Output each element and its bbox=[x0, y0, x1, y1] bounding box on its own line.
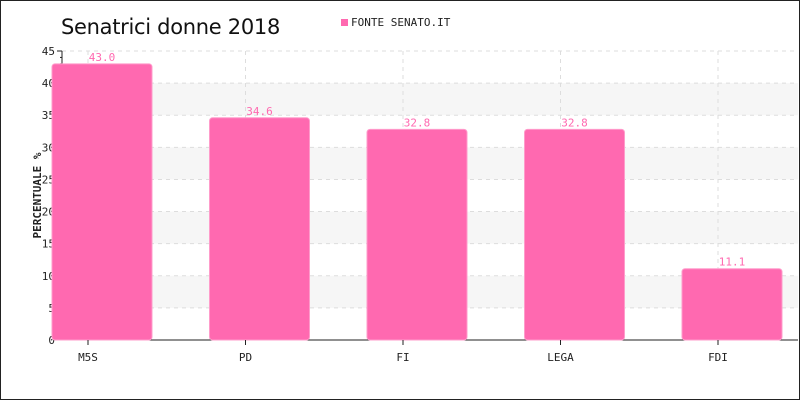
y-tick-label: 45 bbox=[42, 45, 55, 58]
bar bbox=[524, 128, 625, 341]
legend-label: FONTE SENATO.IT bbox=[351, 16, 451, 29]
bar bbox=[366, 128, 468, 341]
bar bbox=[209, 117, 310, 341]
x-tick-label: M5S bbox=[78, 351, 98, 364]
y-tick-label: 0 bbox=[48, 334, 55, 347]
grid-band bbox=[62, 83, 798, 116]
chart-title: Senatrici donne 2018 bbox=[61, 15, 281, 39]
y-axis-label: PERCENTUALE % bbox=[31, 152, 44, 238]
x-tick-label: PD bbox=[239, 351, 252, 364]
legend: FONTE SENATO.IT bbox=[341, 16, 450, 29]
bar-value-label: 32.8 bbox=[404, 116, 431, 129]
bar bbox=[51, 63, 153, 341]
x-tick-label: FDI bbox=[708, 351, 728, 364]
legend-swatch bbox=[341, 19, 348, 26]
bar-value-label: 43.0 bbox=[89, 51, 116, 64]
bar-value-label: 34.6 bbox=[246, 105, 273, 118]
x-tick-label: FI bbox=[396, 351, 409, 364]
bar bbox=[681, 268, 783, 341]
x-tick-label: LEGA bbox=[547, 351, 574, 364]
bar-value-label: 32.8 bbox=[561, 116, 588, 129]
bar-value-label: 11.1 bbox=[719, 256, 746, 269]
